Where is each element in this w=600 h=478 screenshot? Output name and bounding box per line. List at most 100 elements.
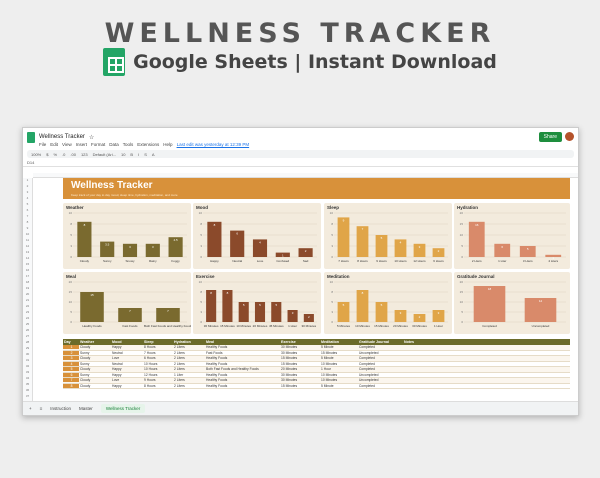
row-number[interactable]: 19 — [25, 286, 30, 290]
table-cell[interactable]: Cloudy — [80, 356, 91, 361]
row-number[interactable]: 31 — [25, 358, 30, 362]
row-number[interactable]: 33 — [25, 370, 30, 374]
toolbar-item[interactable]: .00 — [70, 151, 76, 157]
table-cell[interactable]: Happy — [112, 345, 122, 350]
row-number[interactable]: 6 — [26, 208, 29, 212]
row-number[interactable]: 27 — [25, 334, 30, 338]
table-cell[interactable]: 15 Minutes — [321, 350, 338, 355]
row-number[interactable]: 25 — [25, 322, 30, 326]
toolbar-item[interactable]: I — [138, 151, 140, 157]
table-cell[interactable]: Completed — [359, 367, 375, 372]
table-cell[interactable]: Love — [112, 378, 120, 383]
table-cell[interactable]: Happy — [112, 372, 122, 377]
table-cell[interactable]: 2 Liters — [174, 345, 185, 350]
menu-item[interactable]: Extensions — [137, 142, 160, 147]
table-cell[interactable]: Love — [112, 356, 120, 361]
row-number[interactable]: 9 — [26, 226, 29, 230]
table-cell[interactable]: 20 Minutes — [281, 367, 298, 372]
row-number[interactable]: 28 — [25, 340, 30, 344]
table-cell[interactable]: 8 Hours — [144, 383, 156, 388]
cell-ref[interactable]: D14 — [27, 160, 35, 165]
table-cell[interactable]: Completed — [359, 361, 375, 366]
toolbar-item[interactable]: A — [151, 151, 155, 157]
table-cell[interactable]: 5 Minute — [321, 356, 334, 361]
table-cell[interactable]: Happy — [112, 367, 122, 372]
table-cell[interactable]: 15 Minutes — [281, 383, 298, 388]
table-cell[interactable]: Sunny — [80, 372, 90, 377]
table-cell[interactable]: 2 Liters — [174, 361, 185, 366]
row-number[interactable]: 4 — [26, 196, 29, 200]
table-cell[interactable]: Healthy Foods — [206, 378, 228, 383]
table-cell[interactable]: 10 Minutes — [321, 361, 338, 366]
formula-bar[interactable]: D14 — [23, 160, 578, 167]
row-number[interactable]: 14 — [25, 256, 30, 260]
table-cell[interactable]: 30 Minutes — [281, 345, 298, 350]
row-number[interactable]: 1 — [26, 178, 29, 182]
toolbar-item[interactable]: B — [130, 151, 134, 157]
row-number[interactable]: 34 — [25, 376, 30, 380]
table-cell[interactable]: 5 Minute — [321, 383, 334, 388]
row-number[interactable]: 3 — [26, 190, 29, 194]
row-number[interactable]: 15 — [25, 262, 30, 266]
row-number[interactable]: 32 — [25, 364, 30, 368]
row-number[interactable]: 16 — [25, 268, 30, 272]
row-number[interactable]: 23 — [25, 310, 30, 314]
toolbar-item[interactable]: 123 — [80, 151, 88, 157]
doc-title[interactable]: Wellness Tracker — [39, 134, 85, 140]
star-icon[interactable]: ☆ — [88, 134, 95, 141]
table-cell[interactable]: Uncompleted — [359, 378, 379, 383]
toolbar-item[interactable]: S — [144, 151, 147, 157]
table-cell[interactable]: 10 Hours — [144, 367, 158, 372]
row-number[interactable]: 35 — [25, 382, 30, 386]
row-number[interactable]: 36 — [25, 388, 30, 392]
share-button[interactable]: Share — [538, 132, 562, 142]
table-cell[interactable]: Happy — [112, 383, 122, 388]
menu-item[interactable]: Format — [90, 142, 106, 147]
table-cell[interactable]: 2 Liters — [174, 378, 185, 383]
row-number[interactable]: 21 — [25, 298, 30, 302]
table-cell[interactable]: Uncompleted — [359, 372, 379, 377]
menu-item[interactable]: Insert — [75, 142, 87, 147]
row-number[interactable]: 30 — [25, 352, 30, 356]
row-number[interactable]: 5 — [26, 202, 29, 206]
toolbar-item[interactable]: 100% — [31, 151, 42, 157]
table-cell[interactable]: Healthy Foods — [206, 372, 228, 377]
menu-item[interactable]: Data — [109, 142, 119, 147]
table-cell[interactable]: Uncompleted — [359, 350, 379, 355]
table-cell[interactable]: 12 Hours — [144, 372, 158, 377]
table-cell[interactable]: Cloudy — [80, 378, 91, 383]
table-cell[interactable]: Cloudy — [80, 345, 91, 350]
tab-wellness-tracker[interactable]: Wellness Tracker — [100, 404, 146, 413]
toolbar-item[interactable]: Default (Ari... — [92, 151, 116, 157]
table-cell[interactable]: 2 Liters — [174, 356, 185, 361]
table-cell[interactable]: 10 Minutes — [321, 372, 338, 377]
table-cell[interactable]: 7 Hours — [144, 350, 156, 355]
toolbar-item[interactable]: 10 — [120, 151, 126, 157]
table-cell[interactable]: Neutral — [112, 361, 123, 366]
menu-item[interactable]: Tools — [122, 142, 134, 147]
table-cell[interactable]: Cloudy — [80, 383, 91, 388]
table-cell[interactable]: 6 Hours — [144, 356, 156, 361]
all-sheets-icon[interactable]: ≡ — [39, 406, 43, 411]
table-cell[interactable]: Healthy Foods — [206, 356, 228, 361]
table-cell[interactable]: Healthy Foods — [206, 345, 228, 350]
table-cell[interactable]: 1 Liter — [174, 372, 184, 377]
row-number[interactable]: 29 — [25, 346, 30, 350]
table-cell[interactable]: Fast Foods — [206, 350, 223, 355]
table-cell[interactable]: Completed — [359, 345, 375, 350]
table-cell[interactable]: 10 Hours — [144, 361, 158, 366]
table-cell[interactable]: Neutral — [112, 350, 123, 355]
row-number[interactable]: 13 — [25, 250, 30, 254]
row-number[interactable]: 37 — [25, 394, 30, 398]
table-cell[interactable]: Completed — [359, 356, 375, 361]
toolbar-item[interactable]: % — [53, 151, 58, 157]
row-number[interactable]: 2 — [26, 184, 29, 188]
table-cell[interactable]: 5 Minute — [321, 345, 334, 350]
table-cell[interactable]: 30 Minutes — [281, 350, 298, 355]
table-cell[interactable]: 2 Liters — [174, 383, 185, 388]
table-cell[interactable]: 9 Hours — [144, 378, 156, 383]
row-number[interactable]: 20 — [25, 292, 30, 296]
row-number[interactable]: 26 — [25, 328, 30, 332]
table-cell[interactable]: 2 Liters — [174, 350, 185, 355]
table-cell[interactable]: 8 Hours — [144, 345, 156, 350]
